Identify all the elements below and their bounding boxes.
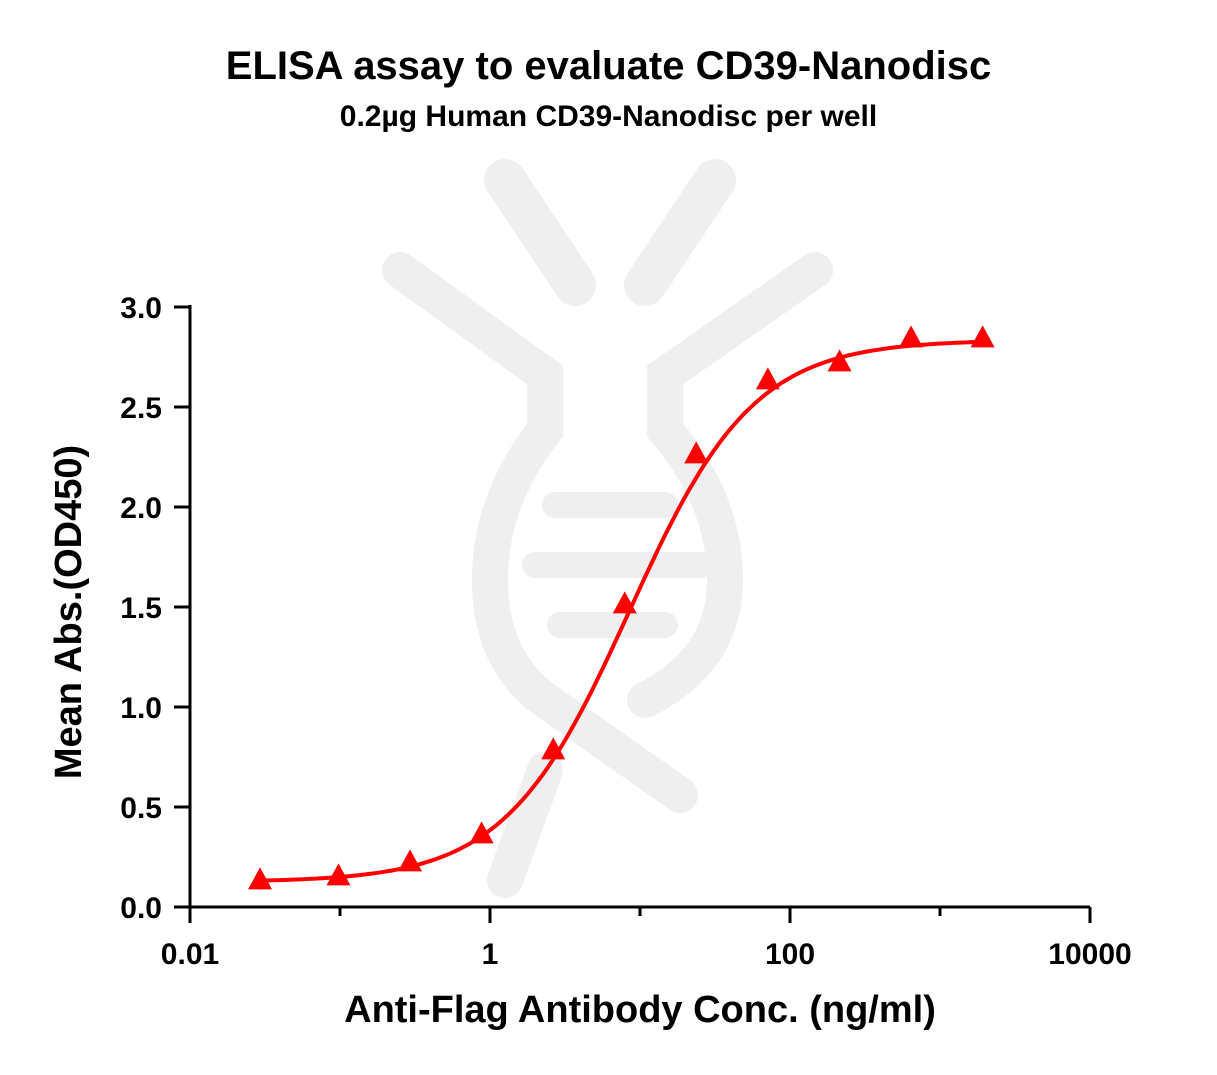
watermark-logo (382, 159, 833, 898)
data-point (899, 325, 924, 348)
y-tick-label: 2.0 (120, 492, 162, 525)
axes: 0.0 0.5 1.0 1.5 2.0 2.5 3.0 0.01 1 100 10000 (120, 292, 1131, 971)
chart-subtitle: 0.2µg Human CD39-Nanodisc per well (339, 100, 878, 133)
data-markers (248, 325, 995, 890)
y-tick-label: 2.5 (120, 392, 162, 425)
y-tick-label: 1.5 (120, 592, 162, 625)
y-tick-label: 3.0 (120, 292, 162, 325)
y-tick-label: 0.5 (120, 792, 162, 825)
data-point (612, 591, 637, 614)
data-point (827, 349, 852, 372)
data-point (469, 821, 494, 844)
data-point (248, 867, 273, 890)
data-point (398, 849, 423, 872)
x-axis-label: Anti-Flag Antibody Conc. (ng/ml) (344, 989, 936, 1031)
y-tick-label: 0.0 (120, 892, 162, 925)
data-point (326, 863, 351, 886)
y-axis-label: Mean Abs.(OD450) (48, 445, 90, 779)
x-tick-label: 100 (765, 938, 815, 971)
y-tick-label: 1.0 (120, 692, 162, 725)
x-tick-label: 10000 (1048, 938, 1131, 971)
x-tick-label: 0.01 (161, 938, 219, 971)
data-point (970, 325, 995, 348)
x-tick-label: 1 (482, 938, 499, 971)
data-point (541, 737, 566, 760)
data-point (755, 367, 780, 390)
fit-curve (259, 339, 983, 883)
data-point (684, 441, 709, 464)
chart-title: ELISA assay to evaluate CD39-Nanodisc (225, 44, 992, 88)
